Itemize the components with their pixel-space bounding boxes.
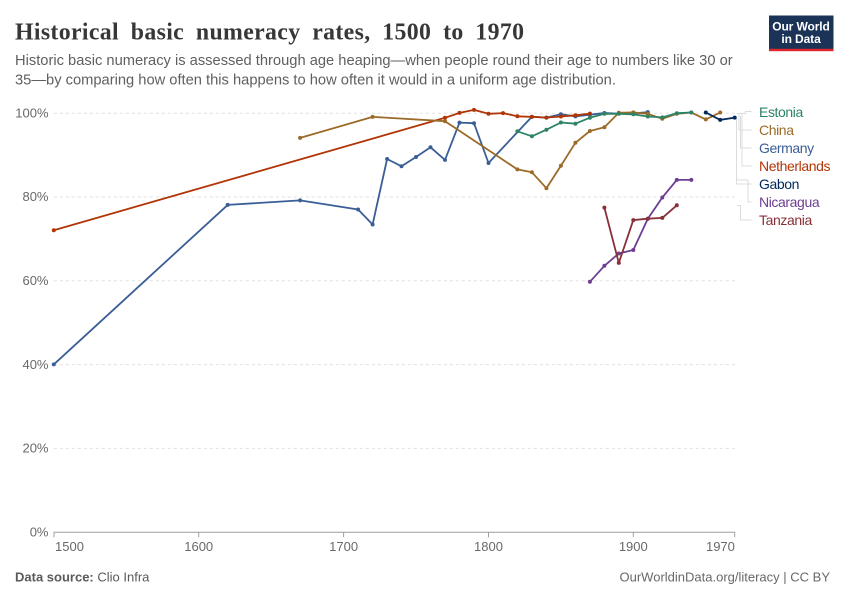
- svg-text:1700: 1700: [329, 539, 358, 554]
- svg-text:Our World: Our World: [772, 20, 830, 34]
- svg-text:Data source: Clio Infra: Data source: Clio Infra: [15, 570, 150, 585]
- svg-text:1600: 1600: [184, 539, 213, 554]
- svg-text:1500: 1500: [55, 539, 84, 554]
- svg-text:0%: 0%: [30, 524, 49, 539]
- svg-text:35—by comparing how often this: 35—by comparing how often this happens t…: [15, 73, 616, 89]
- svg-text:Tanzania: Tanzania: [759, 212, 812, 228]
- svg-text:20%: 20%: [22, 441, 48, 456]
- svg-text:Germany: Germany: [759, 140, 814, 156]
- svg-text:1800: 1800: [474, 539, 503, 554]
- svg-text:in Data: in Data: [781, 32, 821, 46]
- svg-text:OurWorldinData.org/literacy |: OurWorldinData.org/literacy | CC BY: [620, 570, 831, 585]
- svg-text:Historical basic numeracy rate: Historical basic numeracy rates, 1500 to…: [15, 20, 524, 46]
- svg-text:Nicaragua: Nicaragua: [759, 194, 820, 210]
- svg-text:40%: 40%: [22, 357, 48, 372]
- svg-text:Estonia: Estonia: [759, 104, 804, 120]
- svg-text:100%: 100%: [15, 105, 49, 120]
- svg-text:60%: 60%: [22, 273, 48, 288]
- svg-text:1900: 1900: [619, 539, 648, 554]
- svg-text:1970: 1970: [706, 539, 735, 554]
- svg-text:China: China: [759, 122, 794, 138]
- svg-text:80%: 80%: [22, 189, 48, 204]
- svg-text:Gabon: Gabon: [759, 176, 799, 192]
- svg-text:Historic basic numeracy is ass: Historic basic numeracy is assessed thro…: [15, 53, 733, 69]
- svg-text:Netherlands: Netherlands: [759, 158, 830, 174]
